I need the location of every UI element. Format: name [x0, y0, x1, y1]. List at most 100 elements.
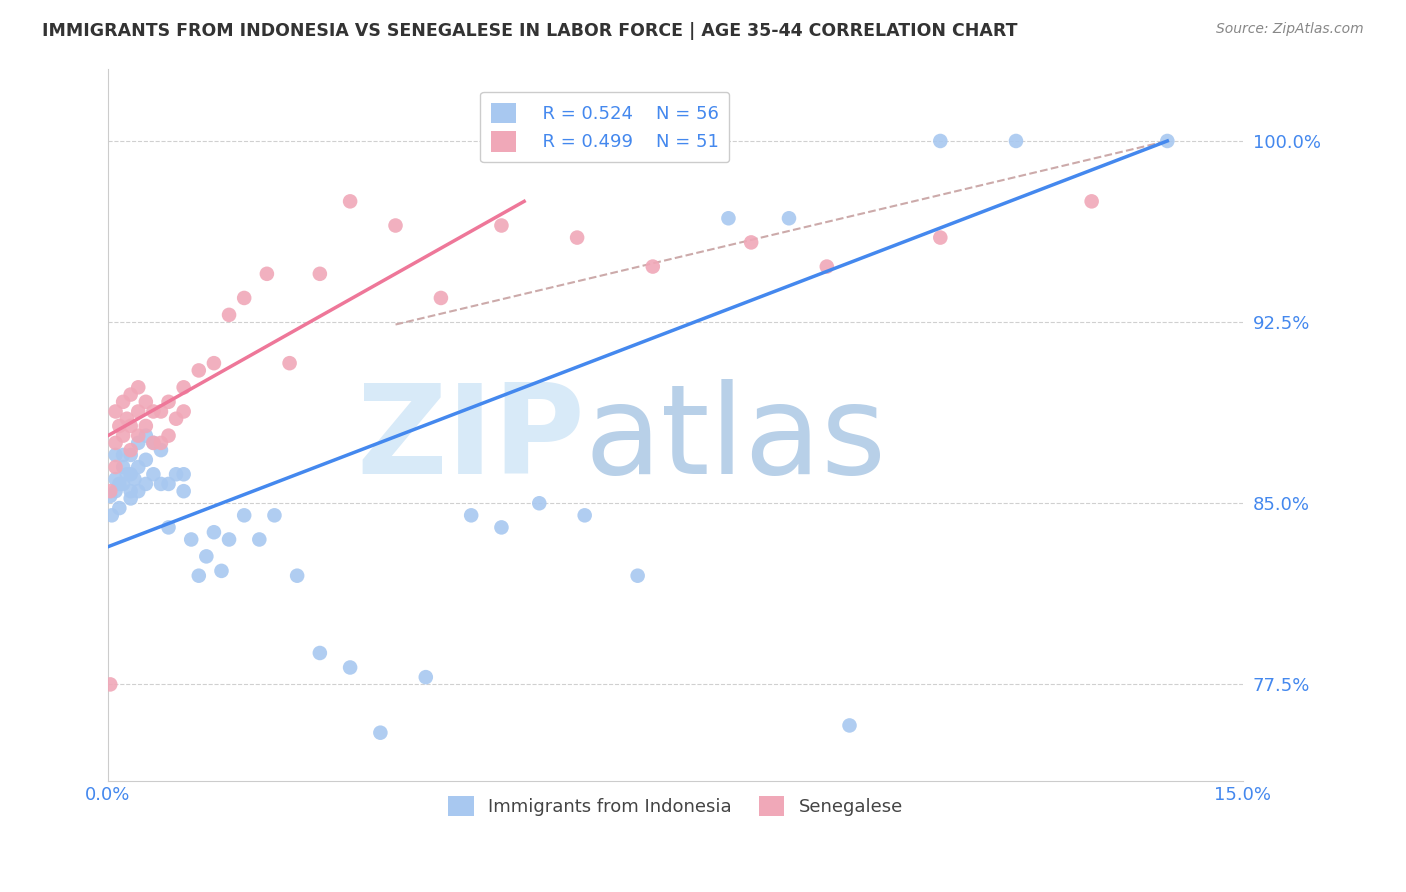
Point [173, 467, 195, 482]
Point [339, 194, 361, 209]
Point [195, 549, 218, 564]
Point [100, 508, 122, 523]
Point [98, 484, 121, 499]
Point [108, 419, 131, 434]
Point [370, 725, 392, 739]
Point [233, 508, 256, 523]
Point [180, 533, 202, 547]
Point [285, 568, 308, 582]
Point [149, 443, 172, 458]
Point [202, 356, 225, 370]
Point [112, 448, 135, 462]
Point [104, 448, 127, 462]
Point [120, 491, 142, 506]
Point [135, 428, 157, 442]
Point [233, 291, 256, 305]
Point [929, 230, 952, 244]
Point [108, 501, 131, 516]
Point [127, 380, 149, 394]
Point [142, 435, 165, 450]
Point [263, 508, 285, 523]
Point [529, 496, 551, 510]
Point [112, 394, 135, 409]
Point [491, 219, 513, 233]
Point [929, 134, 952, 148]
Point [112, 428, 135, 442]
Point [574, 508, 596, 523]
Point [415, 670, 437, 684]
Point [127, 404, 149, 418]
Point [120, 467, 142, 482]
Point [120, 448, 142, 462]
Text: atlas: atlas [585, 378, 887, 500]
Point [165, 411, 187, 425]
Point [565, 230, 588, 244]
Point [256, 267, 278, 281]
Point [157, 520, 180, 534]
Point [430, 291, 453, 305]
Point [740, 235, 762, 250]
Point [641, 260, 664, 274]
Point [104, 484, 127, 499]
Point [247, 533, 270, 547]
Point [120, 419, 142, 434]
Point [127, 484, 149, 499]
Point [815, 260, 838, 274]
Point [149, 404, 172, 418]
Point [778, 211, 800, 226]
Point [120, 484, 142, 499]
Point [104, 404, 127, 418]
Point [112, 477, 135, 491]
Point [308, 267, 330, 281]
Point [104, 472, 127, 486]
Point [187, 363, 209, 377]
Point [135, 452, 157, 467]
Point [1156, 134, 1178, 148]
Point [202, 525, 225, 540]
Point [127, 460, 149, 475]
Point [135, 394, 157, 409]
Point [104, 435, 127, 450]
Point [173, 380, 195, 394]
Point [115, 411, 138, 425]
Point [98, 677, 121, 691]
Point [278, 356, 301, 370]
Point [1080, 194, 1102, 209]
Text: ZIP: ZIP [356, 378, 585, 500]
Point [142, 404, 165, 418]
Point [135, 477, 157, 491]
Point [127, 435, 149, 450]
Point [339, 660, 361, 674]
Point [717, 211, 740, 226]
Text: Source: ZipAtlas.com: Source: ZipAtlas.com [1216, 22, 1364, 37]
Point [627, 568, 650, 582]
Point [157, 394, 180, 409]
Point [135, 419, 157, 434]
Point [120, 443, 142, 458]
Point [142, 467, 165, 482]
Point [211, 564, 233, 578]
Point [115, 467, 138, 482]
Legend: Immigrants from Indonesia, Senegalese: Immigrants from Indonesia, Senegalese [439, 787, 911, 825]
Point [127, 428, 149, 442]
Point [104, 460, 127, 475]
Point [157, 428, 180, 442]
Text: IMMIGRANTS FROM INDONESIA VS SENEGALESE IN LABOR FORCE | AGE 35-44 CORRELATION C: IMMIGRANTS FROM INDONESIA VS SENEGALESE … [42, 22, 1018, 40]
Point [149, 435, 172, 450]
Point [108, 477, 131, 491]
Point [1005, 134, 1028, 148]
Point [308, 646, 330, 660]
Point [112, 460, 135, 475]
Point [124, 472, 146, 486]
Point [218, 308, 240, 322]
Point [838, 718, 860, 732]
Point [491, 520, 513, 534]
Point [98, 489, 121, 503]
Point [165, 467, 187, 482]
Point [157, 477, 180, 491]
Point [187, 568, 209, 582]
Point [173, 484, 195, 499]
Point [173, 404, 195, 418]
Point [142, 435, 165, 450]
Point [460, 508, 482, 523]
